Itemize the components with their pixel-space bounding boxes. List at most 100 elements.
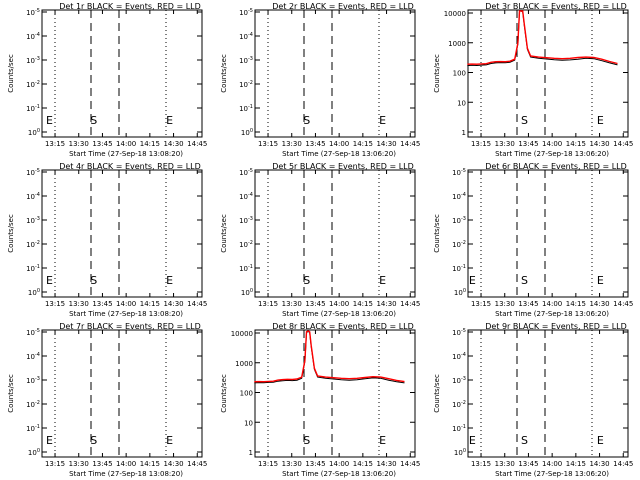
x-tick-label: 14:30 [163, 140, 183, 148]
y-axis-label: Counts/sec [433, 214, 441, 253]
y-tick-label: 10-1 [26, 264, 40, 273]
x-tick-label: 14:45 [187, 460, 207, 468]
plot-frame [41, 169, 203, 298]
plot-frame [467, 9, 629, 138]
y-tick-label: 10-3 [239, 56, 253, 65]
x-tick-label: 14:00 [116, 460, 136, 468]
y-tick-label: 10-5 [452, 168, 466, 177]
y-axis-label: Counts/sec [433, 374, 441, 413]
y-tick-label: 10-5 [239, 8, 253, 17]
y-tick-label: 10-5 [26, 168, 40, 177]
x-tick-label: 13:30 [69, 140, 89, 148]
event-marker-label: E [469, 274, 476, 287]
chart-title: Det 2r BLACK = Events, RED = LLD [272, 2, 414, 11]
y-tick-label: 1 [462, 129, 466, 137]
y-tick-label: 100 [454, 288, 466, 297]
chart-title: Det 9r BLACK = Events, RED = LLD [485, 322, 627, 331]
y-tick-label: 10-5 [452, 328, 466, 337]
x-axis-label: Start Time (27-Sep-18 13:06:20) [495, 470, 609, 478]
chart-panel-1: Det 1r BLACK = Events, RED = LLD 13:15 13:… [7, 2, 207, 158]
x-tick-label: 14:15 [566, 300, 586, 308]
x-axis-label: Start Time (27-Sep-18 13:08:20) [69, 470, 183, 478]
chart-panel-7: Det 7r BLACK = Events, RED = LLD 13:15 13:… [7, 322, 207, 478]
plot-frame [41, 9, 203, 138]
y-tick-label: 1 [249, 449, 253, 457]
x-tick-label: 14:00 [542, 460, 562, 468]
y-tick-label: 10-2 [26, 240, 40, 249]
y-tick-label: 10-3 [452, 216, 466, 225]
y-tick-label: 10-4 [26, 352, 40, 361]
y-tick-label: 1000 [448, 40, 466, 48]
y-tick-label: 10000 [231, 330, 253, 338]
x-tick-label: 14:15 [566, 460, 586, 468]
x-tick-label: 13:15 [258, 300, 278, 308]
y-tick-label: 10-2 [452, 240, 466, 249]
y-tick-label: 10-3 [26, 216, 40, 225]
x-tick-label: 14:30 [376, 300, 396, 308]
x-tick-label: 13:45 [305, 300, 325, 308]
y-axis-label: Counts/sec [220, 214, 228, 253]
event-marker-label: S [90, 434, 97, 447]
x-tick-label: 13:30 [495, 300, 515, 308]
y-tick-label: 10-4 [239, 32, 253, 41]
y-tick-label: 10-2 [239, 240, 253, 249]
x-axis-label: Start Time (27-Sep-18 13:06:20) [282, 310, 396, 318]
x-tick-label: 14:45 [613, 300, 633, 308]
x-tick-label: 13:45 [518, 140, 538, 148]
event-marker-label: S [303, 274, 310, 287]
y-tick-label: 10-1 [26, 104, 40, 113]
chart-panel-6: Det 6r BLACK = Events, RED = LLD 13:15 13:… [433, 162, 633, 318]
event-marker-label: E [379, 114, 386, 127]
x-tick-label: 14:15 [140, 140, 160, 148]
x-tick-label: 13:15 [45, 140, 65, 148]
chart-title: Det 1r BLACK = Events, RED = LLD [59, 2, 201, 11]
x-tick-label: 14:15 [566, 140, 586, 148]
y-tick-label: 10-1 [452, 424, 466, 433]
chart-panel-3: Det 3r BLACK = Events, RED = LLD 13:15 13:… [433, 2, 633, 158]
x-tick-label: 14:45 [400, 140, 420, 148]
x-tick-label: 13:15 [471, 460, 491, 468]
x-tick-label: 14:15 [353, 140, 373, 148]
plot-frame [254, 329, 416, 458]
x-tick-label: 13:45 [518, 300, 538, 308]
series-events-line [254, 330, 405, 384]
event-marker-label: S [90, 114, 97, 127]
y-tick-label: 10 [457, 99, 466, 107]
y-axis-label: Counts/sec [220, 374, 228, 413]
chart-title: Det 6r BLACK = Events, RED = LLD [485, 162, 627, 171]
x-tick-label: 13:45 [92, 300, 112, 308]
x-tick-label: 14:30 [589, 300, 609, 308]
y-tick-label: 10-5 [239, 168, 253, 177]
x-tick-label: 14:00 [116, 140, 136, 148]
chart-panel-9: Det 9r BLACK = Events, RED = LLD 13:15 13:… [433, 322, 633, 478]
plot-frame [41, 329, 203, 458]
event-marker-label: E [379, 434, 386, 447]
x-tick-label: 13:30 [495, 140, 515, 148]
event-marker-label: S [521, 114, 528, 127]
y-axis-label: Counts/sec [7, 374, 15, 413]
x-tick-label: 14:00 [542, 300, 562, 308]
plot-frame [254, 169, 416, 298]
y-tick-label: 10-4 [26, 32, 40, 41]
x-tick-label: 14:15 [353, 300, 373, 308]
y-tick-label: 10-5 [26, 8, 40, 17]
plot-frame [467, 329, 629, 458]
x-tick-label: 13:30 [282, 300, 302, 308]
y-tick-label: 10-4 [239, 192, 253, 201]
x-tick-label: 14:45 [187, 140, 207, 148]
x-tick-label: 14:45 [187, 300, 207, 308]
y-tick-label: 10-2 [26, 80, 40, 89]
x-tick-label: 14:00 [329, 460, 349, 468]
x-tick-label: 14:00 [542, 140, 562, 148]
x-axis-label: Start Time (27-Sep-18 13:06:20) [495, 150, 609, 158]
chart-title: Det 5r BLACK = Events, RED = LLD [272, 162, 414, 171]
x-tick-label: 14:30 [376, 140, 396, 148]
y-tick-label: 100 [241, 128, 253, 137]
x-axis-label: Start Time (27-Sep-18 13:08:20) [69, 150, 183, 158]
x-tick-label: 13:15 [258, 460, 278, 468]
event-marker-label: S [303, 434, 310, 447]
x-tick-label: 13:30 [282, 460, 302, 468]
series-lld-line [254, 330, 405, 383]
event-marker-label: E [597, 274, 604, 287]
x-axis-label: Start Time (27-Sep-18 13:06:20) [282, 150, 396, 158]
